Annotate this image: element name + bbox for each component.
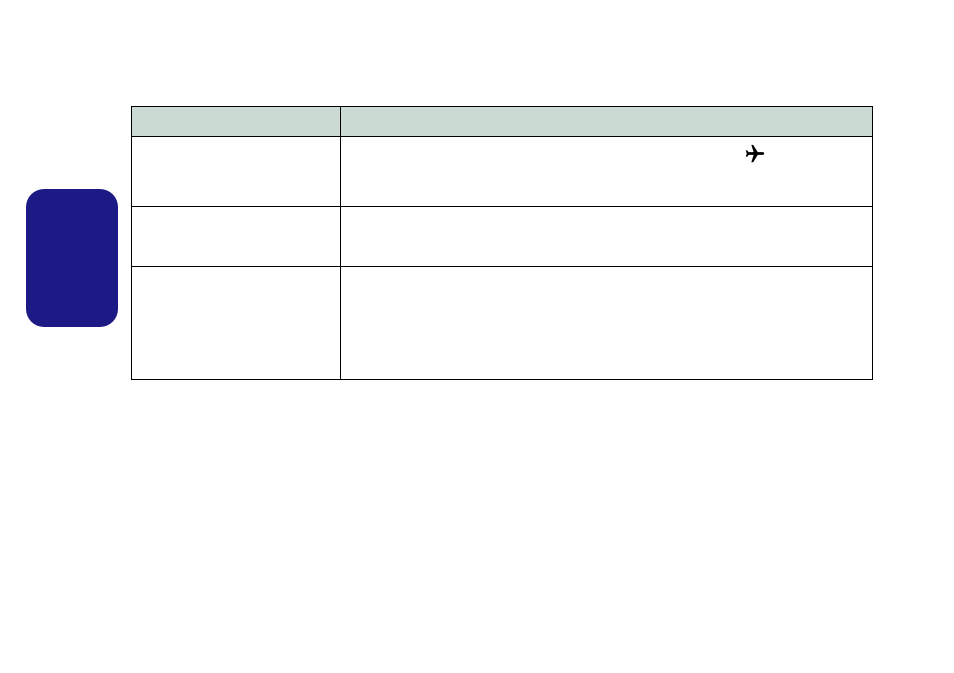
table-cell-r1-c0 xyxy=(132,207,341,267)
table-header-cell-1 xyxy=(340,107,872,137)
table-header-cell-0 xyxy=(132,107,341,137)
table-cell-r2-c0 xyxy=(132,267,341,380)
airplane-icon xyxy=(744,143,766,170)
table-cell-r0-c1 xyxy=(340,137,872,207)
table-cell-r1-c1 xyxy=(340,207,872,267)
table-cell-r2-c1 xyxy=(340,267,872,380)
blue-rounded-block xyxy=(26,189,118,327)
table-cell-r0-c0 xyxy=(132,137,341,207)
